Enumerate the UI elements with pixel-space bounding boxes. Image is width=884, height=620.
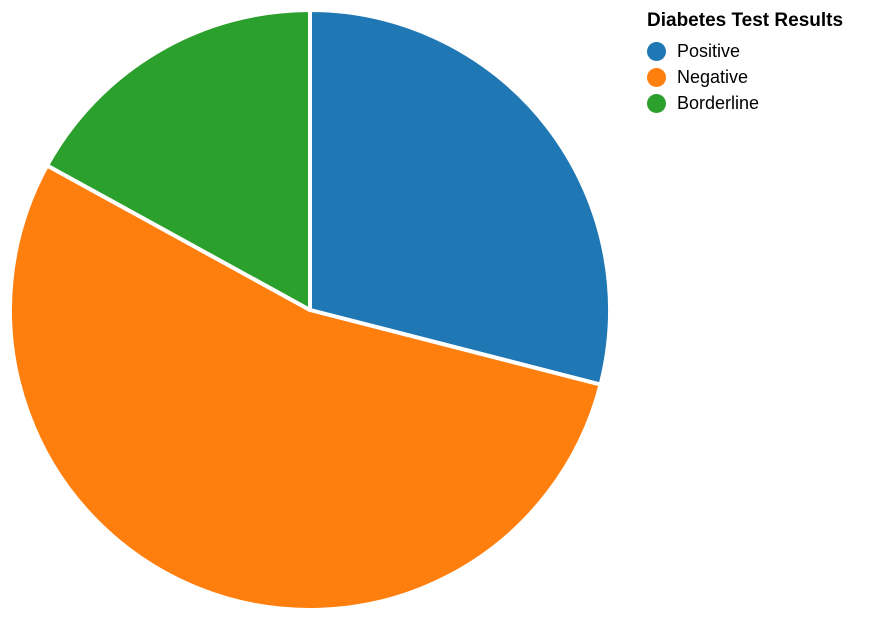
legend-item-positive: Positive [647,38,882,64]
legend-swatch [647,67,666,87]
legend-label: Positive [677,40,741,61]
legend-item-borderline: Borderline [647,90,882,116]
legend-label: Borderline [677,92,760,113]
legend-title: Diabetes Test Results [647,10,844,31]
legend-swatch [647,41,666,61]
legend-label: Negative [677,66,749,87]
pie-slices [8,8,612,612]
legend: Diabetes Test Results Positive Negative Bo… [647,8,882,116]
pie-slice-positive [308,8,612,387]
pie-slice-borderline [45,8,312,312]
legend-item-negative: Negative [647,64,882,90]
legend-swatch [647,93,666,113]
legend-items: Positive Negative Borderline [647,38,882,116]
pie-slice-negative [8,163,603,612]
